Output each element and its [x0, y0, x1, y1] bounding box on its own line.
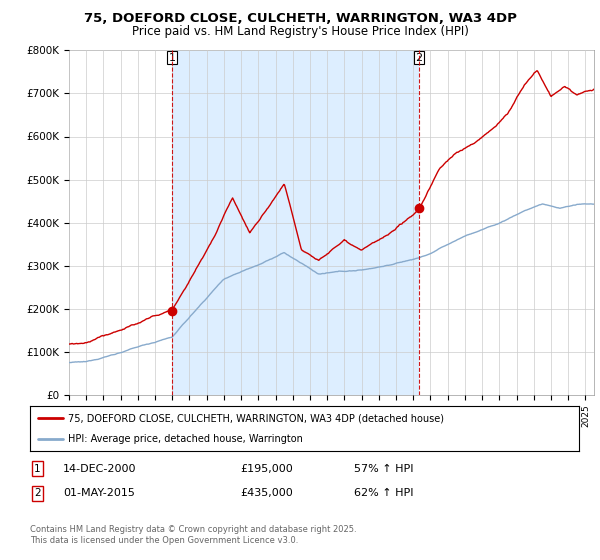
Text: HPI: Average price, detached house, Warrington: HPI: Average price, detached house, Warr… — [68, 433, 304, 444]
Text: 75, DOEFORD CLOSE, CULCHETH, WARRINGTON, WA3 4DP: 75, DOEFORD CLOSE, CULCHETH, WARRINGTON,… — [83, 12, 517, 25]
Text: 57% ↑ HPI: 57% ↑ HPI — [354, 464, 413, 474]
Text: Contains HM Land Registry data © Crown copyright and database right 2025.
This d: Contains HM Land Registry data © Crown c… — [30, 525, 356, 545]
Text: 1: 1 — [169, 53, 176, 63]
Text: Price paid vs. HM Land Registry's House Price Index (HPI): Price paid vs. HM Land Registry's House … — [131, 25, 469, 38]
Text: 14-DEC-2000: 14-DEC-2000 — [63, 464, 137, 474]
Text: 75, DOEFORD CLOSE, CULCHETH, WARRINGTON, WA3 4DP (detached house): 75, DOEFORD CLOSE, CULCHETH, WARRINGTON,… — [68, 413, 445, 423]
Text: 2: 2 — [34, 488, 41, 498]
Text: £195,000: £195,000 — [240, 464, 293, 474]
Text: 2: 2 — [415, 53, 422, 63]
Text: £435,000: £435,000 — [240, 488, 293, 498]
Bar — [172, 50, 419, 395]
Text: 1: 1 — [34, 464, 41, 474]
Text: 01-MAY-2015: 01-MAY-2015 — [63, 488, 135, 498]
Text: 62% ↑ HPI: 62% ↑ HPI — [354, 488, 413, 498]
